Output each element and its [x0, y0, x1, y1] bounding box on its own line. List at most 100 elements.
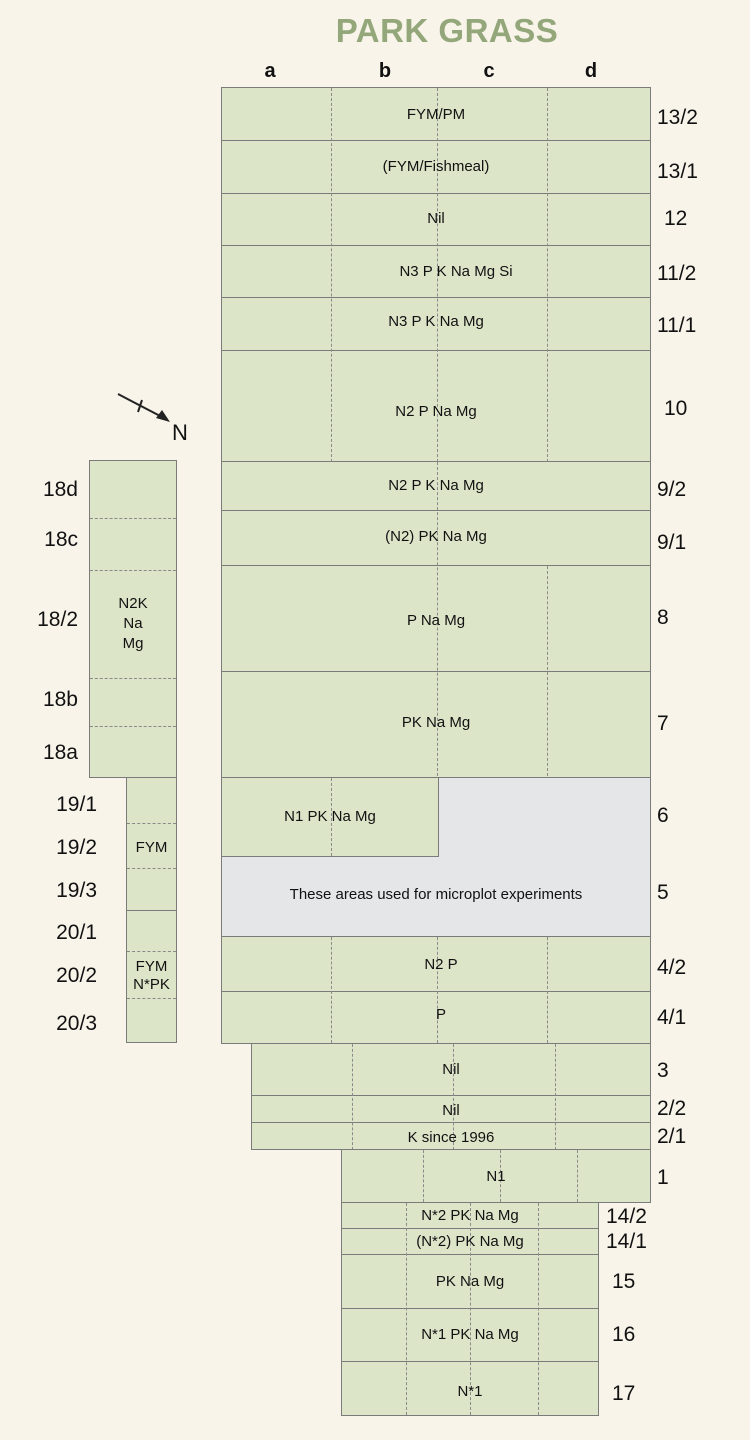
column-divider — [547, 937, 548, 1043]
plot-number: 13/1 — [657, 160, 698, 183]
plot-number: 4/2 — [657, 956, 687, 979]
plot-number: 18c — [44, 528, 78, 551]
plot-number: 14/2 — [606, 1205, 647, 1228]
plot-label: N3 P K Na Mg — [388, 313, 484, 330]
plot-label: P — [435, 1006, 446, 1023]
plot-number: 16 — [612, 1323, 636, 1346]
plot-label: N2 P K Na Mg — [388, 477, 484, 494]
plot-18-label-line: N2K — [118, 595, 148, 612]
plot-divider — [127, 823, 176, 824]
plot-13-2 — [221, 87, 651, 141]
plot-number: 6 — [657, 804, 669, 827]
plot-label: FYM/PM — [406, 106, 466, 123]
column-divider — [555, 1044, 556, 1150]
plot-label: Nil — [442, 1102, 460, 1119]
plot-divider — [127, 868, 176, 869]
plot-number: 5 — [657, 881, 669, 904]
plot-number: 19/3 — [56, 879, 97, 902]
plot-20-label-line: N*PK — [133, 976, 170, 993]
column-label-a: a — [264, 60, 276, 82]
plot-divider — [90, 726, 176, 727]
column-divider — [331, 88, 332, 462]
microplot-label: These areas used for microplot experimen… — [289, 886, 583, 903]
plot-8 — [221, 565, 651, 672]
plot-number: 2/1 — [657, 1125, 687, 1148]
plot-number: 9/1 — [657, 531, 687, 554]
plot-label: PK Na Mg — [435, 1273, 505, 1290]
plot-label: Nil — [427, 210, 445, 227]
column-divider — [547, 566, 548, 776]
column-divider — [406, 1203, 407, 1415]
plot-18-label-line: Mg — [122, 635, 144, 652]
plot-label: N2 P Na Mg — [395, 403, 477, 420]
plot-number: 11/2 — [657, 262, 697, 285]
plot-divider — [127, 951, 176, 952]
column-divider — [577, 1150, 578, 1202]
plot-9-2 — [221, 461, 651, 511]
plot-label: P Na Mg — [406, 612, 466, 629]
column-divider — [331, 778, 332, 856]
plot-number: 11/1 — [657, 314, 697, 337]
plot-label: PK Na Mg — [401, 714, 471, 731]
plot-number: 19/2 — [56, 836, 97, 859]
plot-20 — [126, 910, 177, 1043]
plot-number: 12 — [664, 207, 688, 230]
plot-number: 18d — [42, 478, 78, 501]
page-title: PARK GRASS — [335, 12, 559, 49]
column-divider — [500, 1150, 501, 1202]
plot-label: N*1 — [457, 1383, 483, 1400]
plot-label: (N*2) PK Na Mg — [416, 1233, 524, 1250]
column-divider — [547, 88, 548, 462]
plot-18-label-line: Na — [123, 615, 143, 632]
plot-19-label: FYM — [135, 839, 168, 856]
plot-label: N1 PK Na Mg — [284, 808, 376, 825]
column-divider — [352, 1044, 353, 1150]
column-divider — [437, 937, 438, 1043]
plot-number: 10 — [664, 397, 688, 420]
plot-1 — [341, 1149, 651, 1203]
plot-number: 20/3 — [56, 1012, 97, 1035]
plot-6 — [221, 777, 439, 857]
plot-label: Nil — [442, 1061, 460, 1078]
plot-divider — [90, 570, 176, 571]
plot-label: N*1 PK Na Mg — [421, 1326, 519, 1343]
plot-label: K since 1996 — [407, 1129, 495, 1146]
plot-number: 7 — [657, 712, 669, 735]
column-divider — [331, 937, 332, 1043]
plot-number: 2/2 — [657, 1097, 687, 1120]
plot-number: 18b — [42, 688, 78, 711]
plot-divider — [127, 998, 176, 999]
column-divider — [423, 1150, 424, 1202]
plot-12 — [221, 193, 651, 246]
column-label-d: d — [584, 60, 598, 82]
plot-20-label-line: FYM — [135, 958, 168, 975]
plot-9-1 — [221, 510, 651, 566]
plot-19 — [126, 777, 177, 911]
column-label-c: c — [483, 60, 495, 82]
plot-number: 18a — [42, 741, 78, 764]
plot-number: 14/1 — [606, 1230, 647, 1253]
north-arrow-icon — [117, 393, 170, 422]
plot-number: 20/2 — [56, 964, 97, 987]
plot-number: 1 — [657, 1166, 669, 1189]
plot-number: 17 — [612, 1382, 636, 1405]
plot-label: N3 P K Na Mg Si — [399, 263, 513, 280]
plot-11-2 — [221, 245, 651, 298]
plot-label: (N2) PK Na Mg — [385, 528, 487, 545]
plot-18 — [89, 460, 177, 778]
plot-number: 20/1 — [56, 921, 97, 944]
plot-label: N1 — [486, 1168, 506, 1185]
plot-number: 15 — [612, 1270, 636, 1293]
plot-4-1 — [221, 991, 651, 1044]
plot-number: 13/2 — [657, 106, 698, 129]
plot-number: 8 — [657, 606, 669, 629]
plot-number: 19/1 — [56, 793, 97, 816]
column-divider — [470, 1203, 471, 1415]
column-label-b: b — [378, 60, 392, 82]
column-divider — [453, 1044, 454, 1150]
plot-divider — [90, 518, 176, 519]
plot-label: (FYM/Fishmeal) — [382, 158, 490, 175]
north-label: N — [172, 420, 188, 445]
plot-number: 4/1 — [657, 1006, 687, 1029]
plot-number: 9/2 — [657, 478, 687, 501]
